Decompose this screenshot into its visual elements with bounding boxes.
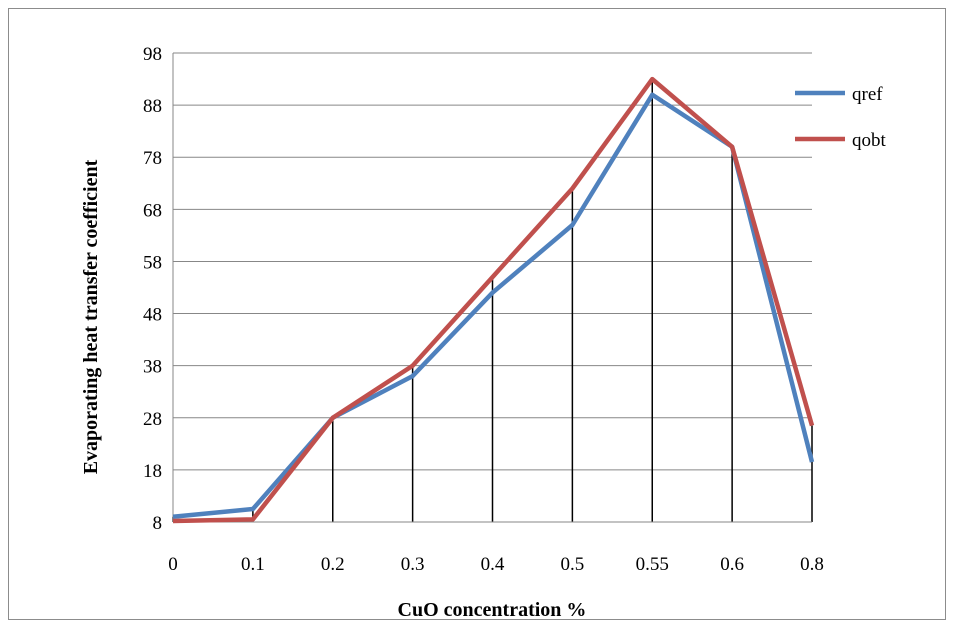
x-tick-label: 0.4: [481, 554, 505, 575]
y-tick-label: 8: [153, 513, 163, 534]
y-tick-label: 48: [143, 305, 162, 326]
y-tick-label: 28: [143, 409, 162, 430]
y-tick-label: 98: [143, 44, 162, 65]
x-tick-label: 0.2: [321, 554, 345, 575]
y-tick-label: 78: [143, 148, 162, 169]
series-line-qref: [172, 92, 815, 520]
legend: qref qobt: [795, 84, 887, 151]
x-tick-label: 0.3: [401, 554, 425, 575]
y-tick-label: 18: [143, 461, 162, 482]
x-tick-label: 0.8: [800, 554, 824, 575]
x-tick-label: 0.1: [241, 554, 265, 575]
x-tick-label: 0.5: [561, 554, 585, 575]
series-line-qobt: [172, 76, 815, 524]
y-tick-label: 58: [143, 252, 162, 273]
y-tick-labels: 98 88 78 68 58 48 38 28 18 8: [143, 44, 162, 534]
x-tick-label: 0.6: [720, 554, 744, 575]
x-tick-label: 0.55: [636, 554, 669, 575]
x-tick-label: 0: [168, 554, 178, 575]
y-axis-title: Evaporating heat transfer coefficient: [80, 159, 102, 474]
legend-label: qobt: [852, 130, 887, 151]
legend-label: qref: [852, 84, 883, 105]
drop-lines: [172, 79, 813, 522]
y-tick-label: 68: [143, 200, 162, 221]
x-tick-labels: 0 0.1 0.2 0.3 0.4 0.5 0.55 0.6 0.8: [168, 554, 824, 575]
y-tick-label: 88: [143, 96, 162, 117]
axes: [172, 53, 812, 523]
y-tick-label: 38: [143, 357, 162, 378]
series-lines: [172, 76, 815, 524]
x-axis-title: CuO concentration %: [398, 599, 587, 621]
